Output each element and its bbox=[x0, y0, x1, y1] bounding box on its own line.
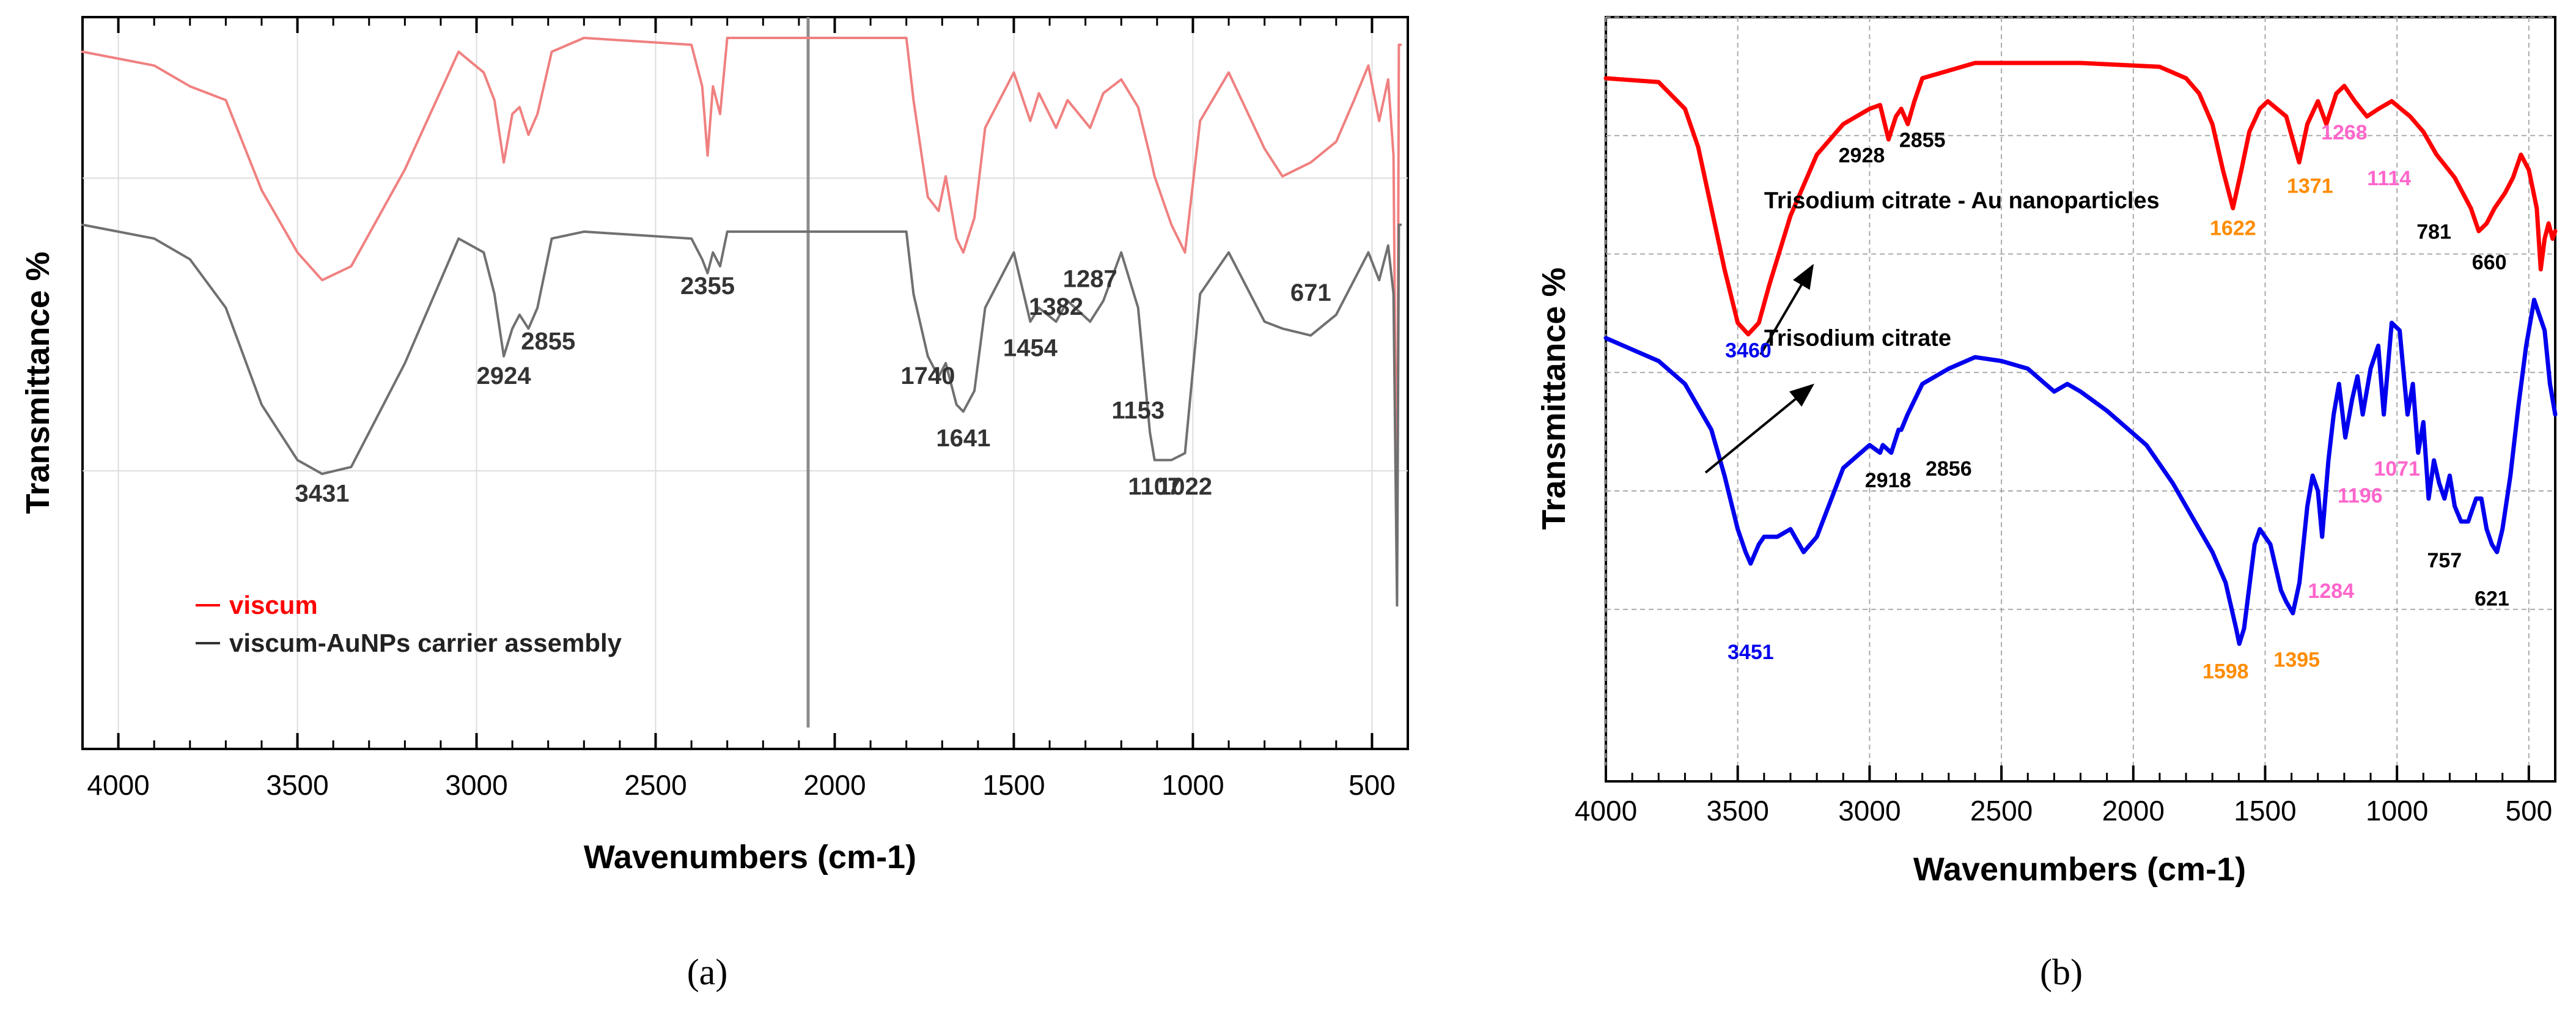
peak-label: 2856 bbox=[1926, 457, 1972, 481]
peak-label: 2855 bbox=[1899, 129, 1946, 152]
x-tick-label: 4000 bbox=[1575, 795, 1637, 827]
peak-label: 1022 bbox=[1158, 473, 1212, 500]
x-tick-label: 3500 bbox=[1707, 795, 1769, 827]
panel-b-series bbox=[1603, 61, 2558, 646]
peak-label: 2924 bbox=[477, 363, 532, 389]
series-label-trisodium-citrate: Trisodium citrate bbox=[1764, 326, 1951, 352]
panel-b-ticks bbox=[1605, 765, 2530, 781]
series-line-viscum bbox=[81, 37, 1402, 572]
peak-label: 621 bbox=[2475, 588, 2509, 611]
peak-label: 1287 bbox=[1063, 265, 1117, 292]
x-tick-label: 1500 bbox=[2234, 795, 2296, 827]
x-tick-label: 3500 bbox=[266, 769, 328, 801]
peak-label: 1196 bbox=[2338, 484, 2383, 507]
panel-a-legend: viscum viscum-AuNPs carrier assembly bbox=[196, 591, 622, 657]
series-line-trisodium-citrate-au-nanoparticles bbox=[1603, 61, 2558, 337]
legend-label-viscum-aunps: viscum-AuNPs carrier assembly bbox=[229, 628, 622, 657]
peak-label: 1395 bbox=[2273, 649, 2320, 672]
panel-a-frame bbox=[81, 16, 1409, 750]
peak-label: 1740 bbox=[900, 363, 955, 389]
peak-label: 1454 bbox=[1003, 335, 1058, 362]
series-label-trisodium-citrate-au-np: Trisodium citrate - Au nanoparticles bbox=[1764, 188, 2160, 214]
x-tick-label: 4000 bbox=[87, 769, 149, 801]
peak-label: 781 bbox=[2416, 221, 2451, 244]
peak-label: 1114 bbox=[2367, 167, 2411, 190]
arrow-to-red-curve bbox=[1759, 264, 1814, 356]
peak-label: 2855 bbox=[521, 328, 575, 355]
panel-b-y-axis-label: Transmittance % bbox=[1536, 267, 1572, 529]
panel-a-x-tick-labels: 4000 3500 3000 2500 2000 1500 1000 500 bbox=[87, 769, 1395, 801]
x-tick-label: 2500 bbox=[624, 769, 686, 801]
peak-label: 757 bbox=[2427, 549, 2462, 572]
peak-label: 1153 bbox=[1111, 397, 1165, 424]
panel-b-x-axis-label: Wavenumbers (cm-1) bbox=[1913, 851, 2246, 888]
peak-label: 1622 bbox=[2210, 216, 2256, 240]
panel-a-series bbox=[81, 37, 1402, 607]
peak-label: 3431 bbox=[295, 480, 350, 507]
panel-b-grid bbox=[1605, 17, 2555, 781]
x-tick-label: 2000 bbox=[2102, 795, 2165, 827]
x-tick-label: 2000 bbox=[803, 769, 866, 801]
x-tick-label: 500 bbox=[1349, 769, 1396, 801]
x-tick-label: 3000 bbox=[445, 769, 507, 801]
x-tick-label: 1000 bbox=[1161, 769, 1224, 801]
arrow-to-blue-curve bbox=[1704, 383, 1815, 474]
series-line-trisodium-citrate bbox=[1603, 298, 2558, 646]
panel-a-x-axis-label: Wavenumbers (cm-1) bbox=[584, 839, 916, 875]
peak-label: 1382 bbox=[1029, 293, 1083, 320]
panel-b-annotations: 2928 2855 3460 1622 1371 1268 1114 781 660 2918 28… bbox=[1725, 121, 2509, 683]
peak-label: 2918 bbox=[1865, 469, 1912, 492]
peak-label: 1107 bbox=[1128, 473, 1181, 500]
panel-a-ticks bbox=[117, 17, 1374, 749]
peak-label: 3451 bbox=[1728, 641, 1774, 664]
peak-label: 2355 bbox=[680, 273, 735, 300]
peak-label: 1641 bbox=[936, 425, 990, 452]
x-tick-label: 1500 bbox=[982, 769, 1045, 801]
peak-label: 1284 bbox=[2308, 580, 2354, 603]
panel-b-caption: (b) bbox=[2040, 952, 2083, 992]
peak-label: 3460 bbox=[1725, 339, 1772, 362]
peak-label: 671 bbox=[1290, 279, 1331, 306]
x-tick-label: 500 bbox=[2505, 795, 2552, 827]
peak-label: 1598 bbox=[2202, 660, 2249, 683]
peak-label: 1371 bbox=[2287, 175, 2333, 198]
panel-b-x-tick-labels: 4000 3500 3000 2500 2000 1500 1000 500 bbox=[1575, 795, 2552, 827]
panel-a-y-axis-label: Transmittance % bbox=[20, 251, 56, 514]
panel-b: Trisodium citrate - Au nanoparticles Tri… bbox=[1536, 16, 2558, 992]
x-tick-label: 1000 bbox=[2366, 795, 2428, 827]
x-tick-label: 3000 bbox=[1838, 795, 1901, 827]
panel-a-grid bbox=[83, 17, 1408, 749]
panel-a-caption: (a) bbox=[687, 952, 728, 992]
legend-label-viscum: viscum bbox=[229, 591, 318, 619]
peak-label: 1268 bbox=[2321, 121, 2368, 144]
peak-label: 1071 bbox=[2374, 457, 2420, 481]
series-line-viscum-aunps-carrier-assembly bbox=[81, 223, 1402, 607]
x-tick-label: 2500 bbox=[1970, 795, 2033, 827]
peak-label: 2928 bbox=[1839, 144, 1885, 168]
peak-label: 660 bbox=[2472, 251, 2507, 275]
